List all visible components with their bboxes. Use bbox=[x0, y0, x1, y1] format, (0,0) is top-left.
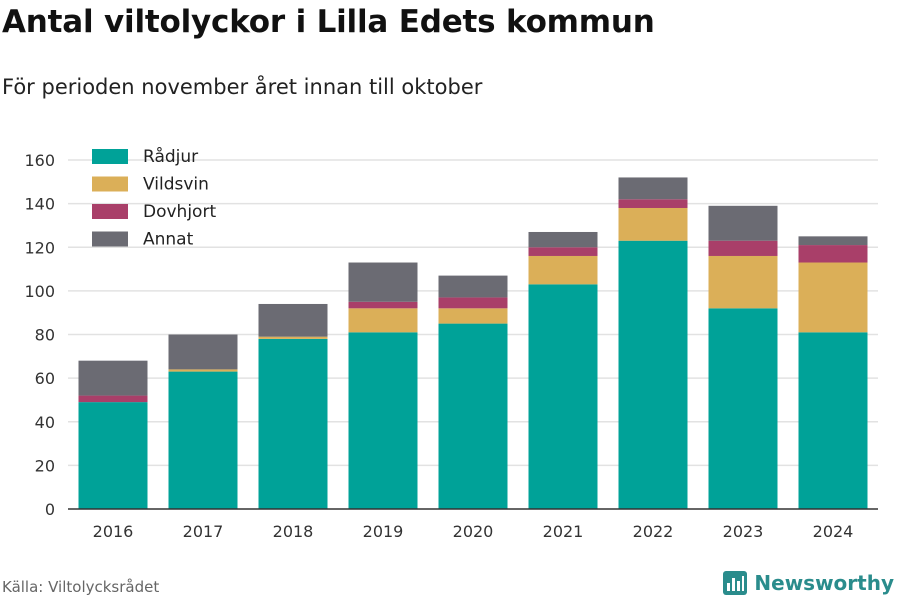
legend-swatch bbox=[92, 204, 128, 219]
bar-segment-dovhjort bbox=[708, 240, 778, 256]
bar-segment-dovhjort bbox=[528, 247, 598, 256]
y-tick-label: 0 bbox=[45, 500, 55, 519]
bar-segment-r-djur bbox=[708, 308, 778, 509]
bar-segment-vildsvin bbox=[798, 262, 868, 333]
bar-segment-vildsvin bbox=[618, 207, 688, 241]
legend-label: Vildsvin bbox=[143, 175, 209, 195]
bar-segment-dovhjort bbox=[618, 199, 688, 208]
bar-segment-r-djur bbox=[618, 240, 688, 510]
y-tick-label: 160 bbox=[24, 151, 55, 170]
x-tick-label: 2023 bbox=[723, 522, 764, 541]
bar-segment-r-djur bbox=[258, 338, 328, 509]
x-tick-label: 2016 bbox=[93, 522, 134, 541]
x-tick-label: 2019 bbox=[363, 522, 404, 541]
bar-segment-annat bbox=[438, 275, 508, 298]
brand-logo: Newsworthy bbox=[722, 570, 894, 596]
x-tick-label: 2024 bbox=[813, 522, 854, 541]
bar-segment-r-djur bbox=[348, 332, 418, 509]
bar-segment-dovhjort bbox=[438, 297, 508, 309]
bar-segment-dovhjort bbox=[348, 301, 418, 309]
bar-segment-vildsvin bbox=[708, 255, 778, 309]
bar-segment-vildsvin bbox=[168, 369, 238, 372]
bar-segment-dovhjort bbox=[78, 395, 148, 403]
legend-label: Dovhjort bbox=[143, 202, 216, 222]
y-tick-label: 100 bbox=[24, 282, 55, 301]
bar-segment-vildsvin bbox=[258, 336, 328, 339]
x-tick-label: 2018 bbox=[273, 522, 314, 541]
bar-segment-vildsvin bbox=[438, 308, 508, 324]
legend-label: Rådjur bbox=[143, 146, 198, 167]
bar-segment-r-djur bbox=[78, 402, 148, 509]
bar-segment-annat bbox=[618, 177, 688, 200]
bar-segment-annat bbox=[348, 262, 418, 302]
bar-segment-annat bbox=[528, 231, 598, 248]
source-note: Källa: Viltolycksrådet bbox=[2, 578, 160, 596]
x-tick-label: 2020 bbox=[453, 522, 494, 541]
bar-segment-vildsvin bbox=[528, 255, 598, 285]
chart-title: Antal viltolyckor i Lilla Edets kommun bbox=[2, 4, 655, 40]
legend-label: Annat bbox=[143, 230, 194, 250]
bar-segment-annat bbox=[798, 236, 868, 246]
y-tick-label: 140 bbox=[24, 195, 55, 214]
y-tick-label: 80 bbox=[35, 326, 55, 345]
legend-swatch bbox=[92, 176, 128, 192]
bar-segment-vildsvin bbox=[348, 308, 418, 333]
y-tick-label: 120 bbox=[24, 238, 55, 257]
bar-segment-annat bbox=[258, 303, 328, 337]
brand-name: Newsworthy bbox=[754, 571, 894, 595]
legend-swatch bbox=[92, 231, 128, 247]
x-tick-label: 2017 bbox=[183, 522, 224, 541]
newsworthy-icon bbox=[723, 571, 748, 595]
legend-swatch bbox=[92, 149, 128, 164]
x-tick-label: 2022 bbox=[633, 522, 674, 541]
x-tick-label: 2021 bbox=[543, 522, 584, 541]
y-tick-label: 40 bbox=[35, 413, 55, 432]
bar-segment-r-djur bbox=[168, 371, 238, 509]
bar-segment-dovhjort bbox=[798, 245, 868, 263]
bar-segment-r-djur bbox=[438, 323, 508, 509]
bar-segment-r-djur bbox=[798, 332, 868, 509]
bar-segment-annat bbox=[78, 360, 148, 396]
bar-segment-r-djur bbox=[528, 284, 598, 509]
bar-segment-annat bbox=[708, 205, 778, 241]
bar-segment-annat bbox=[168, 334, 238, 370]
y-tick-label: 60 bbox=[35, 369, 55, 388]
chart-subtitle: För perioden november året innan till ok… bbox=[2, 75, 483, 99]
y-tick-label: 20 bbox=[35, 456, 55, 475]
